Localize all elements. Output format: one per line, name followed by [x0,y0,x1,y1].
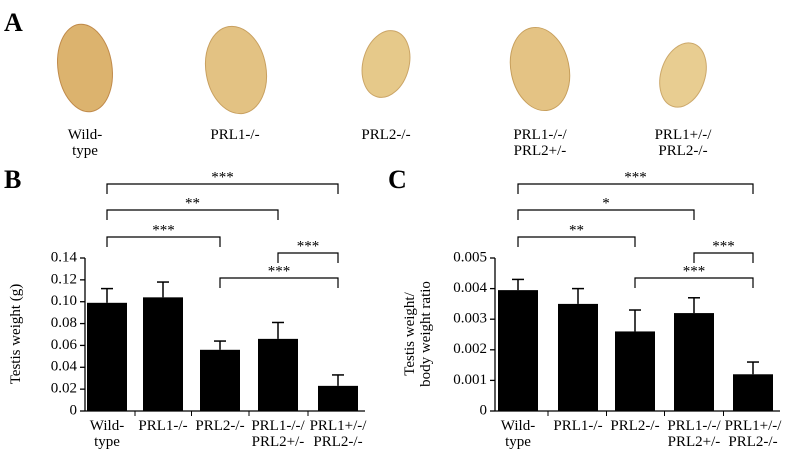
y-tick-label: 0.002 [453,341,487,357]
y-tick-label: 0.04 [51,359,78,375]
significance-bracket [693,252,754,263]
testis-image [57,23,113,113]
y-tick-label: 0.14 [51,249,78,265]
significance-label: *** [683,263,706,279]
panel-label: B [4,165,22,194]
bar [558,303,598,411]
significance-bracket [517,236,636,247]
significance-label: *** [297,238,320,254]
sample-label: PRL1-/- [210,127,260,143]
y-axis-label: Testis weight/ body weight ratio [402,281,434,387]
significance-bracket [517,183,754,194]
x-tick-label: PRL1-/- [553,418,603,434]
y-tick-label: 0.004 [453,280,487,296]
y-tick-label: 0.005 [453,249,487,265]
bar [143,297,183,411]
bar [733,374,773,411]
significance-bracket [106,209,279,220]
y-tick-label: 0.003 [453,311,487,327]
bar [498,290,538,411]
y-tick-label: 0.12 [51,271,77,287]
sample-label: PRL2-/- [361,127,411,143]
bar [674,313,714,411]
bar [200,349,240,411]
sample-label: PRL1+/-/ PRL2-/- [654,127,712,159]
x-tick-label: PRL1-/-/ PRL2+/- [251,418,305,450]
bar [258,338,298,411]
significance-bracket [517,209,695,220]
sample-label: PRL1-/-/ PRL2+/- [513,127,567,159]
bar [87,302,127,411]
significance-bracket [277,252,339,263]
significance-label: *** [624,169,647,185]
significance-bracket [219,277,339,288]
sample-label: Wild- type [67,127,103,159]
panel-label: A [4,8,23,37]
significance-label: *** [268,263,291,279]
y-tick-label: 0.001 [453,372,487,388]
significance-label: ** [185,195,200,211]
y-tick-label: 0 [480,402,488,418]
testis-image [204,25,268,115]
x-tick-label: PRL2-/- [195,418,245,434]
significance-label: *** [712,238,735,254]
y-tick-label: 0.08 [51,315,77,331]
testis-image [659,42,707,108]
x-tick-label: PRL1+/-/ PRL2-/- [309,418,367,450]
bar [615,331,655,411]
x-tick-label: PRL1+/-/ PRL2-/- [724,418,782,450]
y-tick-label: 0 [70,402,78,418]
significance-label: *** [211,169,234,185]
significance-label: ** [569,222,584,238]
significance-bracket [106,183,339,194]
y-tick-label: 0.06 [51,337,78,353]
significance-label: *** [152,222,175,238]
testis-image [509,26,571,112]
y-axis-label: Testis weight (g) [8,283,24,385]
bar [318,385,358,411]
y-tick-label: 0.10 [51,293,77,309]
x-tick-label: PRL2-/- [610,418,660,434]
testis-images [57,23,707,115]
significance-bracket [106,236,221,247]
x-tick-label: PRL1-/- [138,418,188,434]
significance-label: * [602,195,610,211]
x-tick-label: PRL1-/-/ PRL2+/- [667,418,721,450]
significance-bracket [634,277,754,288]
x-tick-label: Wild- type [500,418,536,450]
x-tick-label: Wild- type [89,418,125,450]
panel-label: C [388,165,407,194]
y-tick-label: 0.02 [51,381,77,397]
testis-image [361,30,411,98]
